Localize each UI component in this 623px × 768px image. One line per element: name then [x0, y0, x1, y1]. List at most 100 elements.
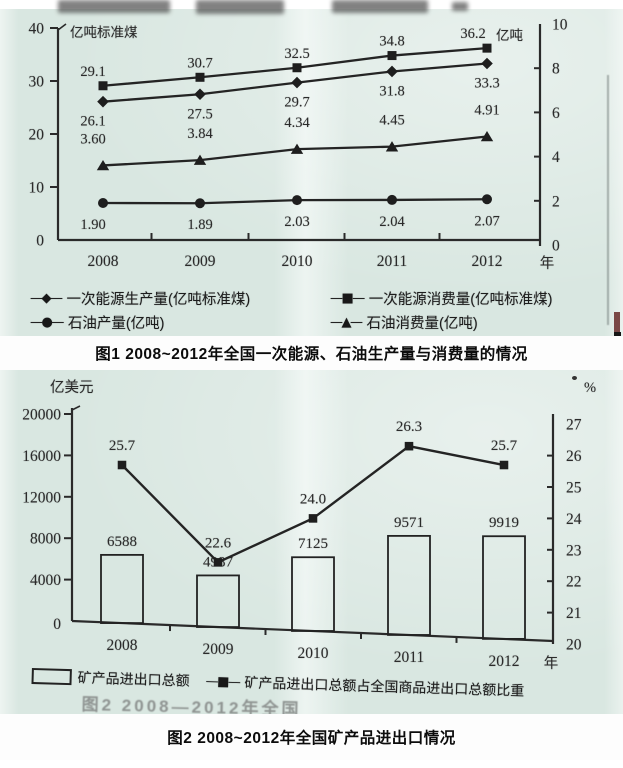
svg-text:2011: 2011: [394, 649, 424, 666]
text-smudge: [58, 0, 170, 13]
svg-text:2.03: 2.03: [284, 214, 309, 230]
svg-text:3.60: 3.60: [80, 131, 105, 147]
svg-text:40: 40: [29, 21, 45, 38]
scan-edge-shadow: [607, 75, 609, 325]
svg-text:26: 26: [566, 448, 582, 465]
circle-marker-icon: —●—: [30, 315, 64, 330]
svg-text:27: 27: [566, 417, 582, 434]
svg-text:0: 0: [552, 238, 560, 255]
text-smudge: [452, 2, 468, 11]
svg-text:2012: 2012: [472, 253, 503, 270]
legend-label: 一次能源生产量(亿吨标准煤): [66, 292, 251, 308]
legend-item-oil-production: —●— 石油产量(亿吨): [30, 312, 330, 333]
svg-text:2010: 2010: [298, 645, 329, 662]
svg-text:22: 22: [566, 574, 582, 591]
svg-text:2012: 2012: [489, 653, 520, 670]
svg-text:2008: 2008: [107, 637, 138, 654]
cropped-header-text: [0, 0, 623, 14]
square-marker-icon: —■—: [205, 673, 240, 690]
svg-text:24: 24: [566, 511, 582, 528]
legend-label: 矿产品进出口总额: [77, 669, 190, 689]
svg-text:2011: 2011: [377, 253, 407, 270]
svg-text:20000: 20000: [22, 407, 61, 424]
svg-text:26.3: 26.3: [396, 419, 422, 435]
svg-text:36.2: 36.2: [460, 26, 485, 42]
svg-text:24.0: 24.0: [300, 491, 326, 507]
svg-text:2009: 2009: [203, 641, 234, 658]
svg-text:32.5: 32.5: [284, 46, 309, 62]
svg-text:16000: 16000: [22, 448, 61, 465]
svg-text:34.8: 34.8: [379, 34, 404, 50]
scan-edge-mark: [614, 312, 620, 332]
svg-text:7125: 7125: [298, 536, 328, 552]
text-smudge: [332, 0, 428, 13]
svg-text:21: 21: [566, 605, 582, 622]
figure1-caption: 图1 2008~2012年全国一次能源、石油生产量与消费量的情况: [95, 346, 528, 363]
svg-text:27.5: 27.5: [187, 106, 212, 122]
legend-item-energy-consumption: —■— 一次能源消费量(亿吨标准煤): [330, 288, 610, 309]
legend-item-mineral-total: 矿产品进出口总额: [31, 666, 190, 691]
triangle-marker-icon: —▲—: [330, 315, 363, 330]
svg-text:4.34: 4.34: [284, 115, 310, 131]
svg-text:2.07: 2.07: [474, 213, 499, 229]
svg-text:6588: 6588: [107, 534, 137, 550]
svg-text:8: 8: [552, 61, 560, 78]
legend-item-oil-consumption: —▲— 石油消费量(亿吨): [330, 312, 610, 333]
figure2-mineral-trade-chart: 20000 16000 12000 8000 4000 0 亿美元 27 26 25 24 23 22 2…: [22, 379, 596, 672]
figure2-caption: 图2 2008~2012年全国矿产品进出口情况: [167, 730, 456, 747]
legend-item-energy-production: —◆— 一次能源生产量(亿吨标准煤): [30, 288, 330, 309]
svg-text:20: 20: [566, 637, 582, 654]
svg-text:年: 年: [540, 255, 555, 272]
svg-text:30.7: 30.7: [187, 55, 212, 71]
svg-text:10: 10: [552, 17, 568, 34]
svg-text:33.3: 33.3: [474, 76, 499, 92]
svg-text:26.1: 26.1: [80, 114, 105, 130]
svg-text:25.7: 25.7: [109, 438, 136, 454]
svg-text:2.04: 2.04: [379, 214, 405, 230]
svg-text:%: %: [584, 380, 596, 396]
svg-text:亿吨: 亿吨: [496, 28, 523, 43]
svg-text:30: 30: [29, 74, 45, 91]
svg-text:4.91: 4.91: [474, 102, 499, 118]
svg-text:4000: 4000: [30, 572, 61, 589]
legend-label: 石油产量(亿吨): [67, 316, 165, 332]
figure2-scan-region: 20000 16000 12000 8000 4000 0 亿美元 27 26 25 24 23 22 2…: [0, 370, 623, 714]
svg-text:8000: 8000: [30, 531, 61, 548]
legend-label: 一次能源消费量(亿吨标准煤): [368, 292, 553, 308]
svg-text:9571: 9571: [394, 515, 424, 531]
svg-text:0: 0: [53, 616, 61, 633]
svg-text:10: 10: [29, 180, 45, 197]
square-marker-icon: —■—: [330, 291, 365, 306]
svg-text:年: 年: [544, 655, 559, 672]
svg-text:20: 20: [29, 127, 45, 144]
svg-text:12000: 12000: [22, 489, 61, 506]
svg-text:亿吨标准煤: 亿吨标准煤: [70, 25, 138, 40]
figure1-scan-region: 40 30 20 10 0 亿吨标准煤 10 8 6 4 2 0 亿吨 2008 2009 2010 2011 2…: [0, 0, 623, 336]
svg-text:1.89: 1.89: [187, 217, 212, 233]
diamond-marker-icon: —◆—: [30, 291, 63, 306]
text-smudge: [196, 0, 284, 14]
svg-text:9919: 9919: [489, 515, 519, 531]
legend-label: 石油消费量(亿吨): [366, 316, 478, 332]
svg-text:1.90: 1.90: [80, 217, 105, 233]
svg-text:2: 2: [552, 193, 560, 210]
svg-text:25.7: 25.7: [491, 438, 518, 454]
figure1-caption-strip: 图1 2008~2012年全国一次能源、石油生产量与消费量的情况: [0, 336, 623, 370]
svg-text:3.84: 3.84: [187, 126, 213, 142]
svg-text:2009: 2009: [185, 253, 216, 270]
bar-swatch-icon: [31, 667, 72, 686]
figure2-cropped-caption: 图2 2008—2012年全国: [81, 694, 302, 714]
svg-text:2010: 2010: [282, 253, 313, 270]
svg-text:4: 4: [552, 149, 560, 166]
svg-text:6: 6: [552, 105, 560, 122]
scan-edge-mark-dark: [614, 332, 621, 336]
svg-text:亿美元: 亿美元: [50, 379, 94, 396]
figure1-legend: —◆— 一次能源生产量(亿吨标准煤) —■— 一次能源消费量(亿吨标准煤) —●…: [30, 288, 610, 333]
svg-text:25: 25: [566, 480, 582, 497]
svg-text:29.7: 29.7: [284, 95, 309, 111]
svg-text:22.6: 22.6: [205, 535, 232, 551]
scan-speck: [572, 376, 577, 380]
svg-text:2008: 2008: [88, 253, 119, 270]
